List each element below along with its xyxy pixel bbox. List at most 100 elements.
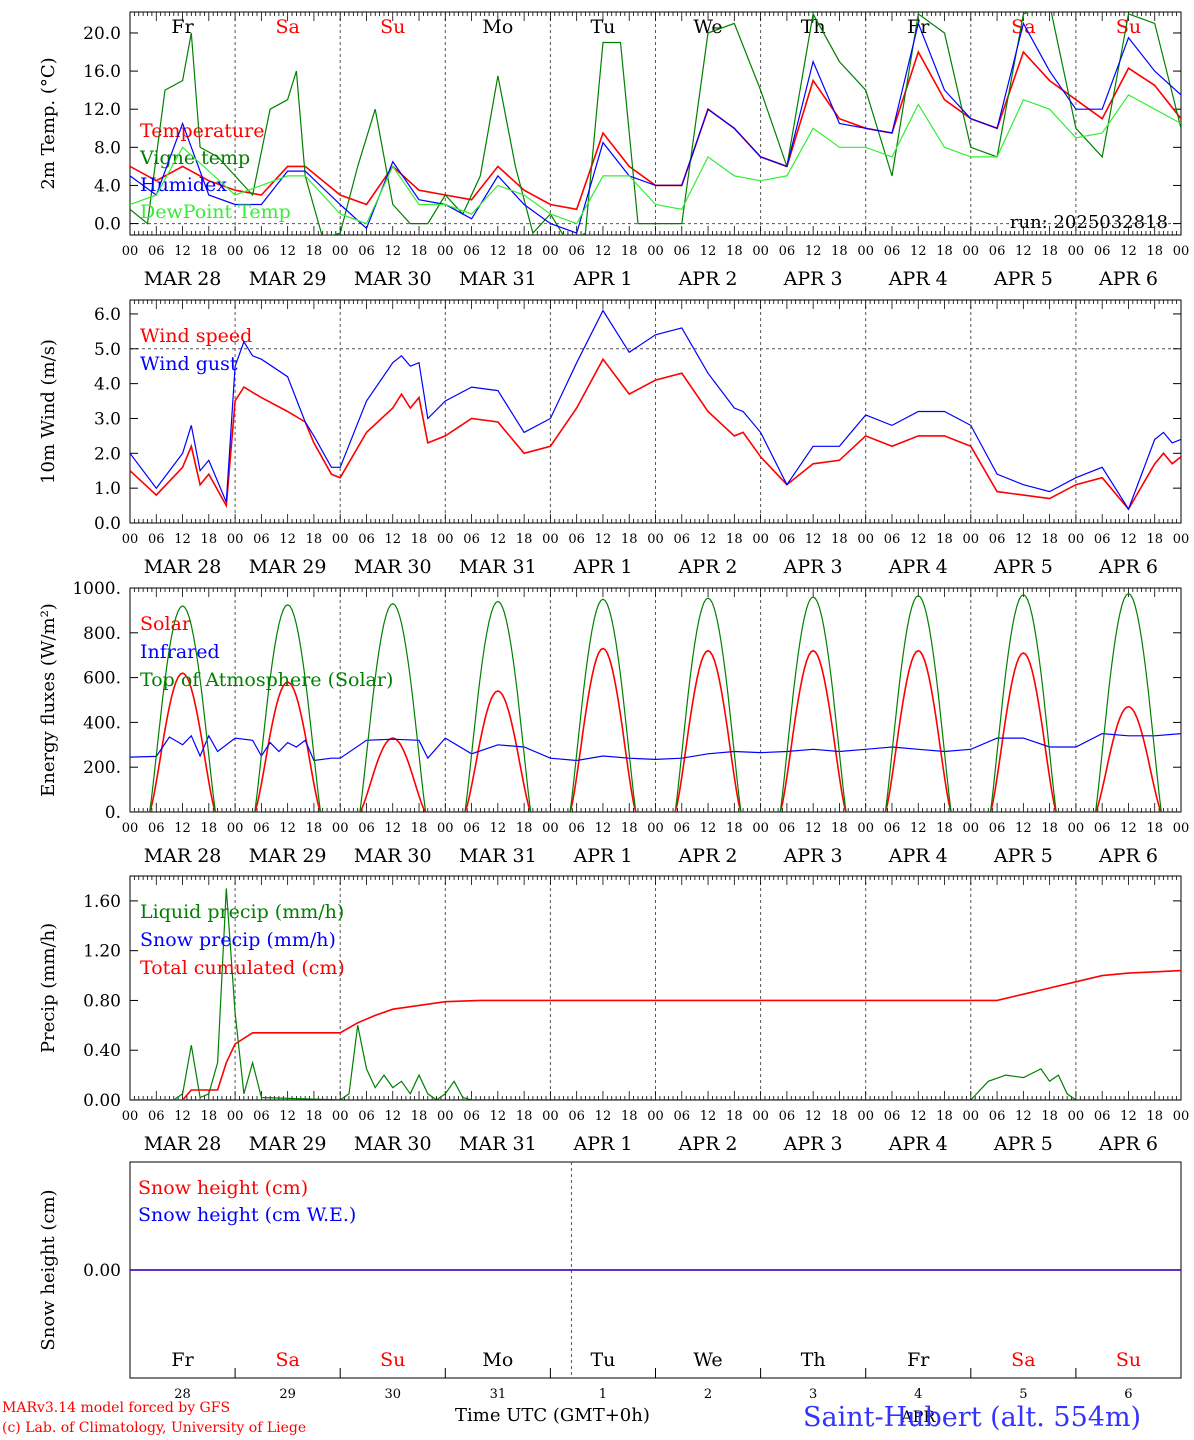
date-label: MAR 30 [354,845,432,867]
hour-tick-label: 06 [358,244,375,259]
hour-tick-label: 12 [1120,244,1137,259]
y-tick-label: 20.0 [83,24,121,44]
hour-tick-label: 12 [1120,532,1137,547]
hour-tick-label: 06 [358,821,375,836]
hour-tick-label: 00 [122,1109,139,1124]
weekday-label: Sa [1011,1349,1035,1371]
weekday-label: Su [380,1349,405,1371]
hour-tick-label: 06 [253,821,270,836]
hour-tick-label: 06 [674,821,691,836]
hour-tick-label: 00 [857,821,874,836]
hour-tick-label: 06 [884,532,901,547]
hour-tick-label: 00 [1068,244,1085,259]
date-label: APR 1 [572,268,632,290]
hour-tick-label: 12 [595,1109,612,1124]
hour-tick-label: 00 [332,244,349,259]
hour-tick-label: 12 [700,532,717,547]
weekday-label: Sa [1011,16,1035,38]
hour-tick-label: 18 [621,532,638,547]
hour-tick-label: 06 [884,821,901,836]
legend-entry: Humidex [140,174,227,196]
hour-tick-label: 06 [989,532,1006,547]
date-label: APR 2 [678,556,738,578]
hour-tick-label: 00 [542,1109,559,1124]
weekday-label: Th [801,16,826,38]
hour-tick-label: 00 [542,821,559,836]
date-label: MAR 30 [354,268,432,290]
day-number-label: 30 [384,1387,401,1402]
hour-tick-label: 12 [1015,532,1032,547]
y-tick-label: 400. [83,713,121,733]
date-label: APR 4 [888,268,948,290]
legend-entry: Snow precip (mm/h) [140,929,336,951]
hour-tick-label: 00 [437,244,454,259]
date-label: APR 3 [783,1133,843,1155]
hour-tick-label: 12 [490,821,507,836]
weekday-label: Fr [171,16,194,38]
hour-tick-label: 12 [595,532,612,547]
hour-tick-label: 06 [568,244,585,259]
hour-tick-label: 18 [201,532,218,547]
date-label: MAR 29 [249,556,327,578]
hour-tick-label: 00 [963,821,980,836]
hour-tick-label: 00 [857,244,874,259]
y-tick-label: 200. [83,758,121,778]
hour-tick-label: 06 [568,1109,585,1124]
day-number-label: 4 [914,1387,922,1402]
legend-entry: DewPoint Temp [140,201,291,223]
hour-tick-label: 00 [752,1109,769,1124]
hour-tick-label: 18 [1041,244,1058,259]
weekday-label: Su [1116,16,1141,38]
y-tick-label: 16.0 [83,62,121,82]
hour-tick-label: 18 [621,821,638,836]
date-label: APR 1 [572,845,632,867]
date-label: APR 4 [888,1133,948,1155]
weekday-label: Su [1116,1349,1141,1371]
hour-tick-label: 12 [805,244,822,259]
hour-tick-label: 12 [384,821,401,836]
date-label: APR 2 [678,268,738,290]
hour-tick-label: 06 [674,532,691,547]
hour-tick-label: 12 [805,532,822,547]
date-label: APR 2 [678,1133,738,1155]
hour-tick-label: 06 [989,244,1006,259]
hour-tick-label: 18 [936,532,953,547]
date-label: MAR 29 [249,845,327,867]
date-label: APR 3 [783,268,843,290]
hour-tick-label: 12 [279,821,296,836]
hour-tick-label: 18 [201,1109,218,1124]
y-tick-label: 1.0 [94,479,121,499]
date-label: MAR 28 [144,1133,222,1155]
series-line-dewpoint-temp [130,94,1181,225]
hour-tick-label: 06 [463,532,480,547]
hour-tick-label: 00 [122,244,139,259]
hour-tick-label: 18 [516,532,533,547]
day-number-label: 28 [174,1387,191,1402]
date-label: MAR 29 [249,1133,327,1155]
hour-tick-label: 00 [1068,532,1085,547]
hour-tick-label: 06 [253,1109,270,1124]
weekday-label: Mo [482,1349,513,1371]
day-number-label: 3 [809,1387,817,1402]
weekday-label: Fr [907,16,930,38]
date-label: APR 6 [1098,556,1158,578]
hour-tick-label: 18 [411,821,428,836]
hour-tick-label: 00 [1173,1109,1190,1124]
hour-tick-label: 00 [647,532,664,547]
hour-tick-label: 18 [201,244,218,259]
y-tick-label: 12.0 [83,100,121,120]
y-axis-title: 2m Temp. (°C) [38,57,59,189]
hour-tick-label: 18 [831,244,848,259]
hour-tick-label: 00 [332,821,349,836]
hour-tick-label: 00 [752,821,769,836]
hour-tick-label: 18 [1146,821,1163,836]
hour-tick-label: 06 [148,1109,165,1124]
hour-tick-label: 00 [647,821,664,836]
date-label: MAR 31 [459,268,537,290]
weekday-label: Sa [275,1349,299,1371]
hour-tick-label: 12 [279,532,296,547]
hour-tick-label: 12 [490,1109,507,1124]
hour-tick-label: 00 [963,532,980,547]
legend-entry: Top of Atmosphere (Solar) [140,669,393,691]
y-axis-title: 10m Wind (m/s) [38,339,59,484]
